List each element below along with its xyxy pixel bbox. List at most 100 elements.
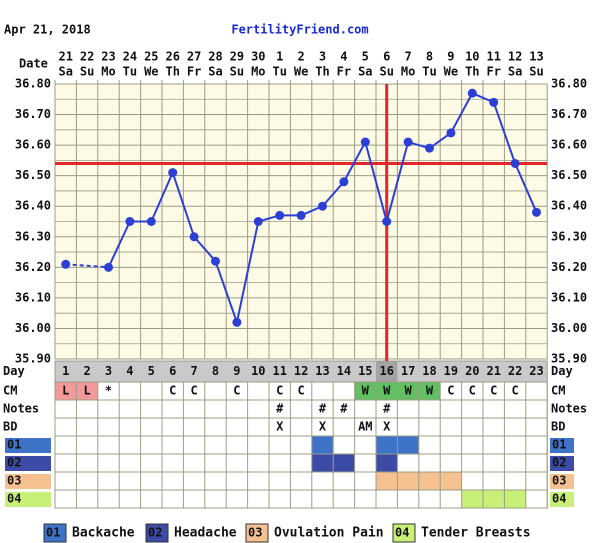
temperature-point: [532, 207, 541, 217]
cell-text: *: [105, 384, 112, 398]
day-number: 17: [401, 364, 415, 378]
symptom-code-right: 04: [552, 492, 566, 506]
temperature-point: [318, 201, 327, 211]
temperature-point: [61, 259, 71, 269]
cell-text: L: [62, 384, 69, 398]
cell-text: C: [469, 384, 476, 398]
day-number: 1: [62, 364, 69, 378]
symptom-code-box: [5, 456, 51, 471]
cell-text: C: [447, 384, 454, 398]
date-label: 11: [486, 50, 500, 64]
symptom-cell: [311, 454, 334, 472]
cell-bg: [354, 382, 376, 400]
symptom-cell: [504, 490, 526, 508]
weekday-label: We: [144, 65, 158, 79]
temperature-point: [253, 217, 263, 226]
day-number: 11: [272, 364, 286, 378]
cell-text: C: [490, 384, 497, 398]
weekday-label: We: [444, 65, 458, 79]
cell-bg: [376, 382, 398, 400]
date-label: 23: [101, 50, 115, 64]
legend-code: 03: [248, 526, 262, 540]
date-label: 12: [508, 50, 522, 64]
y-tick-label: 36.20: [15, 260, 51, 274]
temperature-point: [104, 262, 113, 272]
day-row-label-right: Day: [551, 364, 573, 378]
cell-text: C: [276, 384, 283, 398]
cell-text: X: [276, 420, 284, 434]
weekday-label: Tu: [272, 65, 286, 79]
weekday-label: Su: [80, 65, 94, 79]
y-tick-label-right: 36.00: [551, 321, 587, 335]
day-number: 8: [212, 364, 219, 378]
symptom-cell: [483, 490, 505, 508]
y-tick-label-right: 36.60: [551, 138, 587, 152]
row-label-right: BD: [551, 420, 565, 434]
legend-name: Backache: [72, 526, 135, 541]
symptom-cell: [376, 454, 398, 472]
day-number: 4: [126, 364, 133, 378]
y-tick-label: 36.80: [15, 77, 51, 91]
date-label: 30: [251, 50, 265, 64]
date-label: 1: [276, 50, 283, 64]
date-label: 26: [165, 50, 179, 64]
y-tick-label-right: 36.20: [551, 260, 587, 274]
cell-text: C: [233, 384, 240, 398]
y-tick-label: 36.00: [15, 321, 51, 335]
date-label: 22: [80, 50, 94, 64]
cell-text: X: [383, 420, 391, 434]
date-label: 4: [340, 50, 347, 64]
date-label: Date: [19, 57, 48, 71]
header-date: Apr 21, 2018: [4, 23, 91, 37]
date-label: 8: [426, 50, 433, 64]
symptom-code-box: [5, 492, 51, 507]
y-tick-label-right: 36.70: [551, 107, 587, 121]
date-label: 9: [447, 50, 454, 64]
day-number: 14: [337, 364, 351, 378]
legend-box: [392, 523, 416, 543]
date-label: 27: [187, 50, 201, 64]
symptom-cell: [376, 436, 398, 454]
cell-text: AM: [358, 420, 372, 434]
symptom-code-box-right: [550, 456, 574, 471]
cell-text: W: [383, 384, 391, 398]
cell-text: #: [319, 402, 327, 416]
date-label: 29: [230, 50, 244, 64]
symptom-code-box-right: [550, 474, 574, 489]
y-tick-label-right: 35.90: [551, 352, 587, 366]
day-number: 9: [233, 364, 240, 378]
legend-name: Ovulation Pain: [274, 526, 384, 541]
temperature-point: [232, 317, 242, 327]
cell-text: #: [276, 402, 284, 416]
cell-text: L: [83, 384, 90, 398]
weekday-label: Sa: [508, 65, 522, 79]
temperature-point: [510, 158, 520, 168]
cell-text: X: [319, 420, 327, 434]
cell-text: W: [404, 384, 412, 398]
symptom-code: 04: [7, 492, 21, 506]
date-label: 25: [144, 50, 158, 64]
cell-text: #: [383, 402, 391, 416]
day-number: 23: [529, 364, 543, 378]
symptom-cell: [440, 472, 462, 490]
temperature-point: [189, 232, 199, 242]
legend-name: Headache: [174, 526, 237, 541]
symptom-cell: [461, 490, 483, 508]
date-label: 5: [362, 50, 369, 64]
y-tick-label: 36.40: [15, 199, 51, 213]
date-label: 24: [123, 50, 137, 64]
weekday-label: We: [294, 65, 308, 79]
weekday-label: Tu: [123, 65, 137, 79]
day-number: 13: [315, 364, 329, 378]
weekday-label: Sa: [58, 65, 72, 79]
cell-text: #: [340, 402, 348, 416]
day-number: 6: [169, 364, 176, 378]
weekday-label: Sa: [358, 65, 372, 79]
y-tick-label: 36.50: [15, 168, 51, 182]
cell-text: W: [426, 384, 434, 398]
day-number: 22: [508, 364, 522, 378]
temperature-point: [467, 88, 477, 98]
legend-box: [43, 523, 67, 543]
temperature-point: [339, 177, 349, 187]
date-label: 28: [208, 50, 222, 64]
